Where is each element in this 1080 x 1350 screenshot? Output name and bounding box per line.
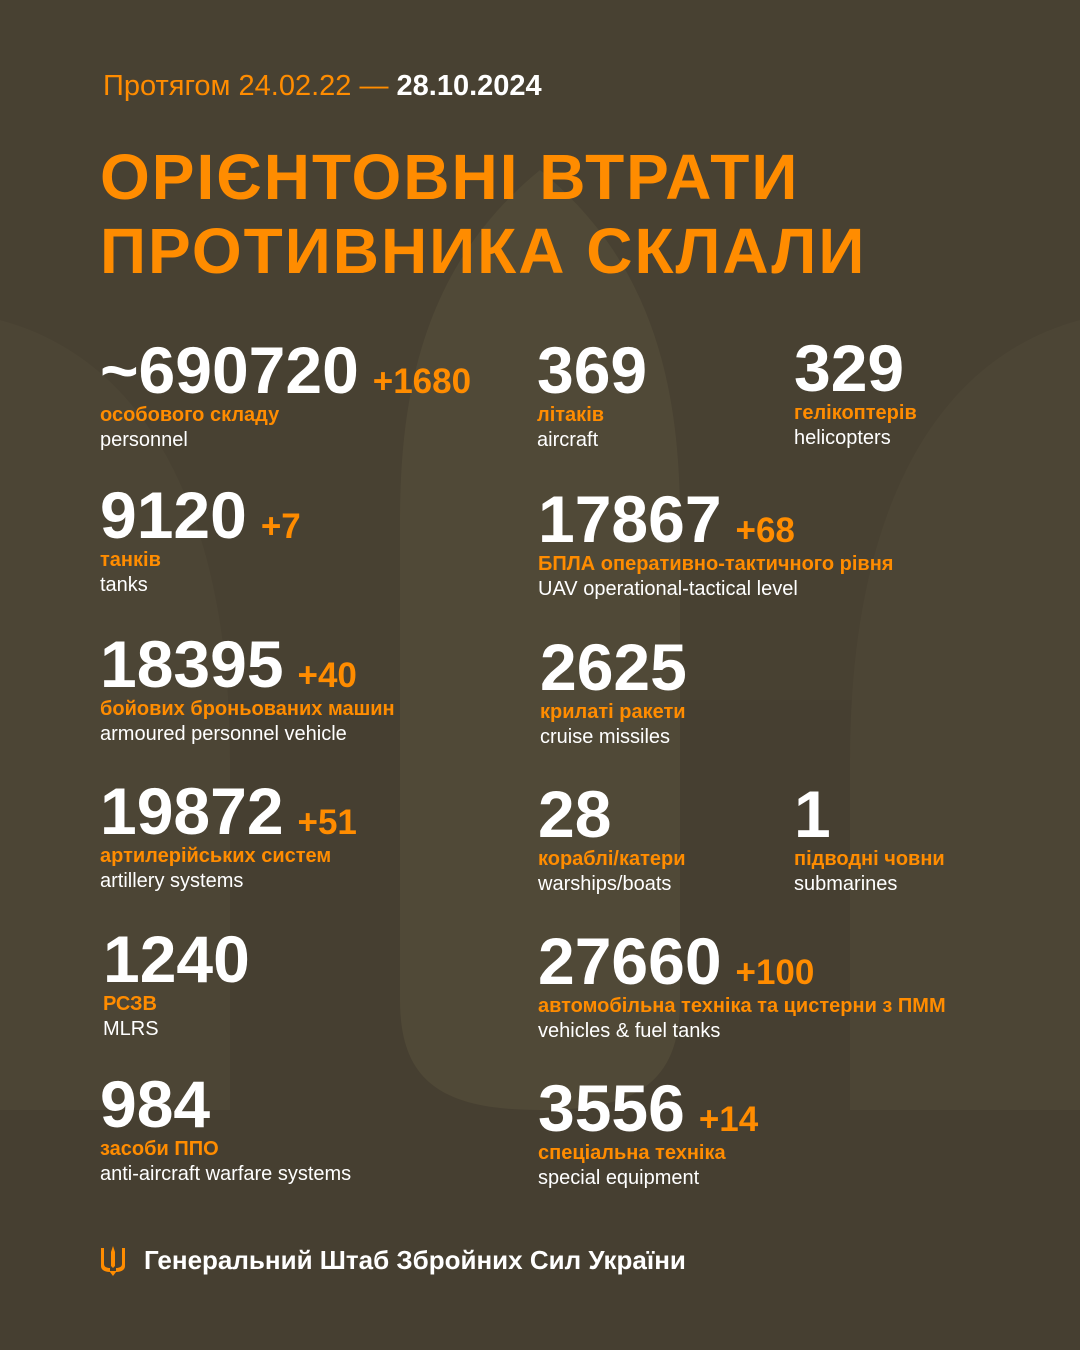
stat-aircraft: 369 літаків aircraft bbox=[537, 337, 647, 453]
stat-artillery: 19872 +51 артилерійських систем artillery… bbox=[100, 778, 357, 894]
stat-label-en: vehicles & fuel tanks bbox=[538, 1020, 721, 1042]
stat-value: 18395 bbox=[100, 627, 284, 701]
stat-delta: +40 bbox=[297, 656, 357, 695]
stat-delta: +51 bbox=[297, 803, 357, 842]
stat-label-ua: автомобільна техніка та цистерни з ПММ bbox=[538, 995, 946, 1017]
stat-value: 1240 bbox=[103, 922, 250, 996]
stat-label-ua: РСЗВ bbox=[103, 993, 157, 1015]
period-subtitle: Протягом 24.02.22 — 28.10.2024 bbox=[103, 70, 542, 103]
stat-value: 984 bbox=[100, 1067, 211, 1141]
stat-label-en: MLRS bbox=[103, 1018, 159, 1040]
stat-label-en: anti-aircraft warfare systems bbox=[100, 1163, 352, 1185]
stat-label-en: artillery systems bbox=[100, 870, 244, 892]
stat-value: 329 bbox=[794, 331, 905, 405]
stat-value: 3556 bbox=[538, 1071, 685, 1145]
trident-icon bbox=[101, 1245, 125, 1276]
stat-value: 369 bbox=[537, 333, 648, 407]
stat-label-en: armoured personnel vehicle bbox=[100, 723, 347, 745]
stat-value: 2625 bbox=[540, 630, 687, 704]
stat-value: 27660 bbox=[538, 924, 722, 998]
title-line-2: ПРОТИВНИКА СКЛАЛИ bbox=[100, 215, 867, 287]
stat-value: ~690720 bbox=[100, 333, 359, 407]
stat-label-en: UAV operational-tactical level bbox=[538, 578, 798, 600]
stat-delta: +1680 bbox=[372, 362, 472, 401]
stat-delta: +14 bbox=[698, 1100, 759, 1139]
stat-value: 28 bbox=[538, 777, 612, 851]
footer: Генеральний Штаб Збройних Сил України bbox=[100, 1245, 686, 1276]
stat-label-en: warships/boats bbox=[538, 873, 672, 895]
stat-label-ua: танків bbox=[100, 549, 161, 571]
stat-label-en: tanks bbox=[100, 574, 148, 596]
stat-submarines: 1 підводні човни submarines bbox=[794, 781, 945, 897]
stat-label-ua: БПЛА оперативно-тактичного рівня bbox=[538, 553, 894, 575]
stat-personnel: ~690720 +1680 особового складу personnel bbox=[100, 337, 471, 453]
stat-warships: 28 кораблі/катери warships/boats bbox=[538, 781, 686, 897]
stat-vehicles: 27660 +100 автомобільна техніка та цистер… bbox=[538, 928, 946, 1044]
stat-value: 17867 bbox=[538, 482, 722, 556]
stat-mlrs: 1240 РСЗВ MLRS bbox=[103, 926, 250, 1042]
stat-value: 19872 bbox=[100, 774, 284, 848]
stat-label-ua: підводні човни bbox=[794, 848, 945, 870]
stat-air-defense: 984 засоби ППО anti-aircraft warfare sys… bbox=[100, 1071, 351, 1187]
stat-label-ua: артилерійських систем bbox=[100, 845, 332, 867]
stat-delta: +100 bbox=[735, 953, 815, 992]
stat-value: 9120 bbox=[100, 478, 247, 552]
footer-organization: Генеральний Штаб Збройних Сил України bbox=[144, 1245, 686, 1275]
stat-special-equipment: 3556 +14 спеціальна техніка special equip… bbox=[538, 1075, 758, 1191]
stat-value: 1 bbox=[794, 777, 831, 851]
title-line-1: ОРІЄНТОВНІ ВТРАТИ bbox=[100, 141, 800, 213]
stat-delta: +68 bbox=[735, 511, 795, 550]
stat-label-ua: крилаті ракети bbox=[540, 701, 686, 723]
page-title: ОРІЄНТОВНІ ВТРАТИ ПРОТИВНИКА СКЛАЛИ bbox=[100, 140, 866, 288]
stat-label-ua: спеціальна техніка bbox=[538, 1142, 726, 1164]
period-prefix: Протягом 24.02.22 — bbox=[103, 70, 389, 102]
stat-uav: 17867 +68 БПЛА оперативно-тактичного рівн… bbox=[538, 486, 893, 602]
stat-label-ua: засоби ППО bbox=[100, 1138, 219, 1160]
stat-label-en: personnel bbox=[100, 429, 188, 451]
stat-label-ua: кораблі/катери bbox=[538, 848, 686, 870]
period-end-date: 28.10.2024 bbox=[396, 70, 542, 102]
stat-label-ua: гелікоптерів bbox=[794, 402, 917, 424]
stat-label-en: aircraft bbox=[537, 429, 599, 451]
stat-label-ua: літаків bbox=[537, 404, 605, 426]
stat-cruise-missiles: 2625 крилаті ракети cruise missiles bbox=[540, 634, 687, 750]
stat-delta: +7 bbox=[260, 507, 301, 546]
stat-label-en: submarines bbox=[794, 873, 898, 895]
stat-tanks: 9120 +7 танків tanks bbox=[100, 482, 301, 598]
stat-label-ua: особового складу bbox=[100, 404, 280, 426]
stat-helicopters: 329 гелікоптерів helicopters bbox=[794, 335, 917, 451]
stat-label-en: cruise missiles bbox=[540, 726, 671, 748]
stat-label-ua: бойових броньованих машин bbox=[100, 698, 395, 720]
stat-label-en: helicopters bbox=[794, 427, 891, 449]
stat-armoured-vehicles: 18395 +40 бойових броньованих машин armou… bbox=[100, 631, 395, 747]
stat-label-en: special equipment bbox=[538, 1167, 700, 1189]
